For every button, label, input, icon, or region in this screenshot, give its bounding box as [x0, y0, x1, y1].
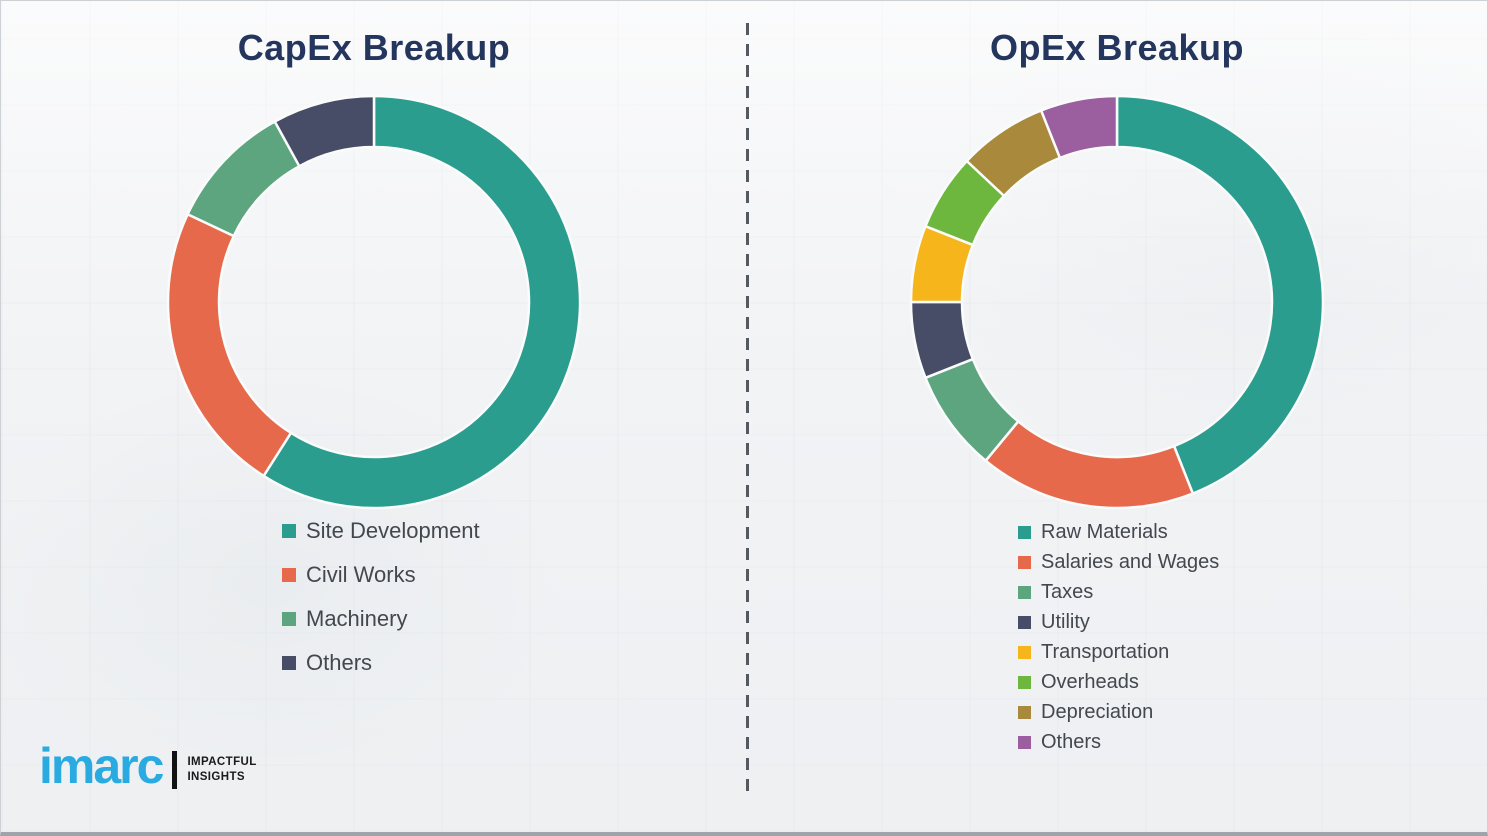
legend-item-depreciation: Depreciation	[1018, 697, 1219, 727]
legend-swatch-salaries-and-wages	[1018, 555, 1031, 569]
logo-divider-bar	[172, 750, 178, 789]
donut-segment-machinery	[186, 120, 301, 238]
donut-segment-others	[1039, 94, 1119, 160]
legend-label: Site Development	[306, 518, 480, 543]
legend-label: Others	[1041, 730, 1102, 753]
legend-item-transportation: Transportation	[1018, 637, 1219, 667]
legend-item-machinery: Machinery	[282, 597, 480, 641]
legend-label: Raw Materials	[1041, 520, 1168, 543]
legend-swatch-others	[1018, 735, 1031, 749]
capex-donut-chart	[164, 92, 584, 512]
legend-label: Transportation	[1041, 640, 1170, 663]
capex-panel: CapEx Breakup Site Development Civil Work…	[1, 1, 747, 832]
tagline-line-1: IMPACTFUL	[187, 755, 257, 768]
opex-panel: OpEx Breakup Raw Materials Salaries and W…	[745, 1, 1487, 832]
capex-chart-title: CapEx Breakup	[237, 27, 511, 68]
donut-segment-civil-works	[166, 213, 293, 478]
capex-legend: Site Development Civil Works Machinery Othe…	[282, 509, 480, 685]
opex-donut-chart	[907, 92, 1327, 512]
legend-item-overheads: Overheads	[1018, 667, 1219, 697]
legend-label: Salaries and Wages	[1041, 550, 1220, 573]
legend-item-others: Others	[282, 641, 480, 685]
legend-swatch-civil-works	[282, 568, 296, 582]
legend-label: Utility	[1041, 610, 1090, 633]
legend-item-site-development: Site Development	[282, 509, 480, 553]
legend-swatch-raw-materials	[1018, 525, 1031, 539]
legend-label: Civil Works	[306, 562, 416, 587]
imarc-logo: imarc IMPACTFUL INSIGHTS	[39, 738, 257, 794]
donut-segment-salaries-and-wages	[984, 420, 1195, 510]
dashed-divider-line	[746, 23, 749, 793]
legend-swatch-others	[282, 656, 296, 670]
legend-item-salaries-and-wages: Salaries and Wages	[1018, 547, 1219, 577]
imarc-logo-wordmark: imarc	[39, 738, 164, 794]
tagline-line-2: INSIGHTS	[187, 770, 245, 783]
legend-label: Machinery	[306, 606, 408, 631]
legend-label: Depreciation	[1041, 700, 1154, 723]
legend-swatch-machinery	[282, 612, 296, 626]
donut-segment-raw-materials	[1115, 94, 1325, 495]
legend-swatch-transportation	[1018, 645, 1031, 659]
legend-item-taxes: Taxes	[1018, 577, 1219, 607]
legend-item-civil-works: Civil Works	[282, 553, 480, 597]
donut-segment-site-development	[262, 94, 582, 510]
legend-swatch-taxes	[1018, 585, 1031, 599]
opex-chart-title: OpEx Breakup	[989, 27, 1245, 68]
legend-label: Others	[306, 650, 373, 675]
legend-swatch-depreciation	[1018, 705, 1031, 719]
imarc-logo-tagline: IMPACTFUL INSIGHTS	[187, 755, 256, 785]
legend-swatch-utility	[1018, 615, 1031, 629]
legend-label: Taxes	[1041, 580, 1094, 603]
legend-item-others: Others	[1018, 727, 1219, 757]
legend-swatch-site-development	[282, 524, 296, 538]
legend-item-raw-materials: Raw Materials	[1018, 517, 1219, 547]
donut-segment-others	[273, 94, 376, 168]
legend-label: Overheads	[1041, 670, 1139, 693]
legend-swatch-overheads	[1018, 675, 1031, 689]
opex-legend: Raw Materials Salaries and Wages Taxes Util…	[1018, 517, 1219, 757]
legend-item-utility: Utility	[1018, 607, 1219, 637]
